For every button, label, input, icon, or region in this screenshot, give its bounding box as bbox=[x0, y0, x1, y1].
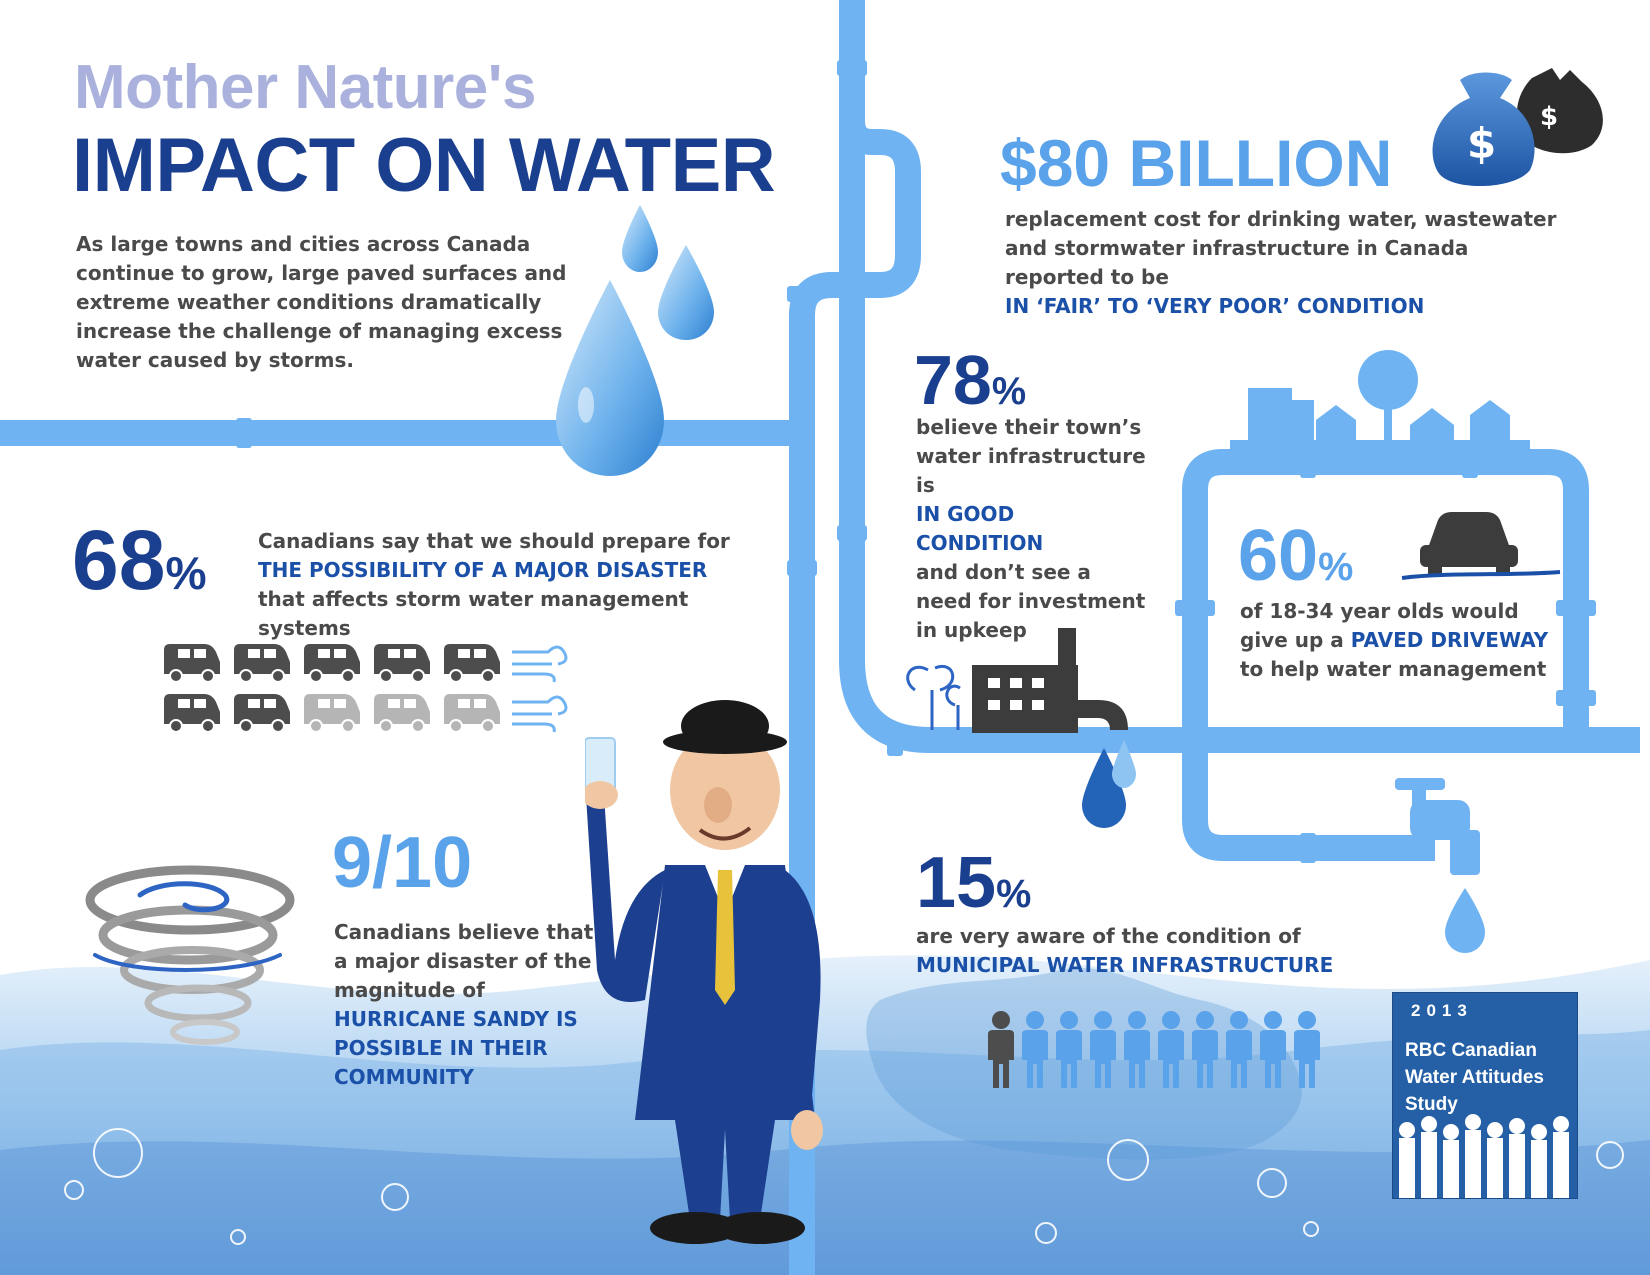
people-icon bbox=[1022, 1011, 1048, 1088]
water-drop-icon bbox=[556, 205, 714, 476]
people-icon bbox=[988, 1011, 1014, 1088]
water-drop-icon bbox=[1445, 888, 1485, 953]
money-bag-icon: $ $ bbox=[1432, 68, 1603, 187]
van-icon bbox=[304, 694, 360, 733]
tornado-icon bbox=[85, 865, 295, 1045]
van-icon bbox=[444, 644, 500, 683]
city-skyline-icon bbox=[1230, 350, 1530, 454]
water-drop-icon bbox=[1082, 748, 1126, 828]
stat-60-text: of 18-34 year olds would give up a PAVED… bbox=[1240, 597, 1570, 684]
stat-78-text: believe their town’s water infrastructur… bbox=[916, 413, 1146, 645]
stat-billion-number: $80 BILLION bbox=[1000, 126, 1393, 200]
stat-9-10-highlight: HURRICANE SANDY IS POSSIBLE IN THEIR COM… bbox=[334, 1007, 578, 1089]
stat-60-body: of 18-34 year olds would give up a bbox=[1240, 599, 1519, 652]
stat-billion-body: replacement cost for drinking water, was… bbox=[1005, 207, 1557, 289]
van-icon bbox=[164, 694, 220, 733]
stat-15-value: 15 bbox=[916, 843, 997, 923]
stat-15-body: are very aware of the condition of bbox=[916, 924, 1301, 948]
van-icon bbox=[444, 694, 500, 733]
study-badge: 2013 RBC Canadian Water Attitudes Study bbox=[1392, 992, 1578, 1199]
people-icon bbox=[1226, 1011, 1252, 1088]
crowd-icon bbox=[1399, 1114, 1569, 1198]
stat-billion-highlight: IN ‘FAIR’ TO ‘VERY POOR’ CONDITION bbox=[1005, 294, 1425, 318]
stat-78-unit: % bbox=[991, 370, 1027, 413]
study-name: RBC Canadian Water Attitudes Study bbox=[1405, 1040, 1544, 1115]
svg-text:$: $ bbox=[1540, 102, 1558, 132]
people-icon bbox=[1124, 1011, 1150, 1088]
factory-icon bbox=[906, 628, 1128, 733]
bubbles bbox=[64, 1128, 1624, 1245]
wind-icon bbox=[512, 695, 568, 733]
stat-68-unit: % bbox=[165, 547, 207, 599]
stat-billion-text: replacement cost for drinking water, was… bbox=[1005, 205, 1565, 321]
van-icon bbox=[234, 644, 290, 683]
stat-15-highlight: MUNICIPAL WATER INFRASTRUCTURE bbox=[916, 953, 1334, 977]
stat-60-body-2: to help water management bbox=[1240, 657, 1547, 681]
stat-68-number: 68% bbox=[72, 512, 207, 609]
van-icon bbox=[304, 644, 360, 683]
people-icon bbox=[1192, 1011, 1218, 1088]
van-icon bbox=[234, 694, 290, 733]
page-title: IMPACT ON WATER bbox=[72, 123, 776, 208]
stat-9-10-number: 9/10 bbox=[332, 823, 473, 903]
canada-map bbox=[866, 967, 1302, 1160]
svg-text:$: $ bbox=[1467, 119, 1496, 168]
people-icon bbox=[1260, 1011, 1286, 1088]
mascot-illustration bbox=[585, 700, 823, 1244]
stat-15-text: are very aware of the condition of MUNIC… bbox=[916, 922, 1336, 980]
stat-68-highlight: THE POSSIBILITY OF A MAJOR DISASTER bbox=[258, 558, 708, 582]
van-icon bbox=[374, 644, 430, 683]
stat-60-value: 60 bbox=[1238, 516, 1319, 596]
people-icon bbox=[1294, 1011, 1320, 1088]
stat-60-number: 60% bbox=[1238, 515, 1353, 597]
faucet-icon bbox=[1395, 778, 1480, 875]
stat-78-value: 78 bbox=[914, 341, 992, 419]
van-icon bbox=[374, 694, 430, 733]
people-icon bbox=[1090, 1011, 1116, 1088]
wind-icon bbox=[512, 645, 568, 683]
car-icon bbox=[1401, 512, 1561, 580]
stat-68-value: 68 bbox=[72, 513, 166, 607]
title-line-1: Mother Nature's bbox=[74, 53, 536, 122]
stat-15-number: 15% bbox=[916, 842, 1031, 924]
stat-78-body: believe their town’s water infrastructur… bbox=[916, 415, 1146, 497]
pipe-joints bbox=[236, 60, 1596, 951]
people-icon-row bbox=[988, 1011, 1320, 1088]
stat-78-body-2: and don’t see a need for investment in u… bbox=[916, 560, 1146, 642]
stat-68-line1: Canadians say that we should prepare for bbox=[258, 529, 730, 553]
stat-60-unit: % bbox=[1318, 545, 1354, 589]
stat-9-10-body: Canadians believe that a major disaster … bbox=[334, 920, 594, 1002]
study-year: 2013 bbox=[1411, 1001, 1473, 1020]
intro-paragraph: As large towns and cities across Canada … bbox=[76, 232, 567, 372]
van-icon-grid bbox=[164, 644, 568, 733]
stat-60-highlight: PAVED DRIVEWAY bbox=[1350, 628, 1549, 652]
people-icon bbox=[1056, 1011, 1082, 1088]
stat-15-unit: % bbox=[996, 872, 1032, 916]
stat-68-line3: that affects storm water management syst… bbox=[258, 587, 689, 640]
people-icon bbox=[1158, 1011, 1184, 1088]
stat-68-text: Canadians say that we should prepare for… bbox=[258, 527, 778, 643]
stat-78-highlight: IN GOOD CONDITION bbox=[916, 502, 1044, 555]
van-icon bbox=[164, 644, 220, 683]
stat-78-number: 78% bbox=[914, 340, 1026, 420]
stat-9-10-text: Canadians believe that a major disaster … bbox=[334, 918, 594, 1092]
